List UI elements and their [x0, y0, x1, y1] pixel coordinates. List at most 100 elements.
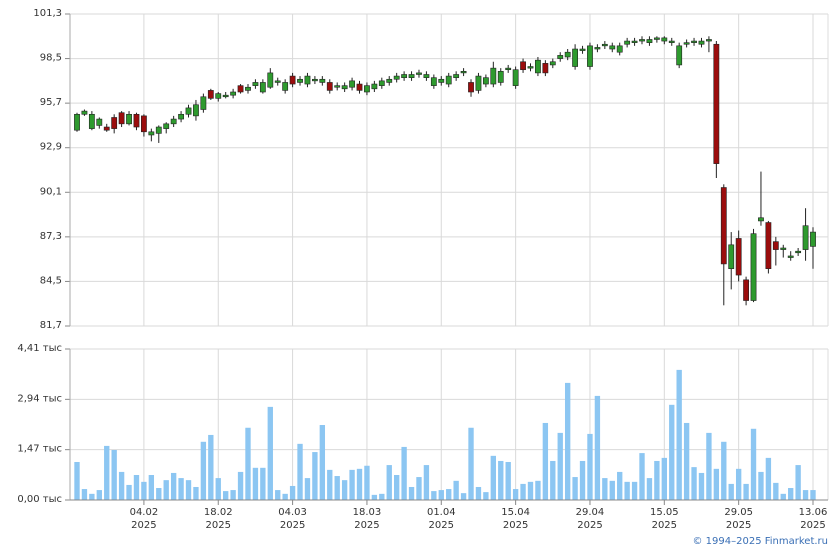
- volume-bar: [788, 488, 794, 500]
- volume-bar: [535, 480, 541, 500]
- volume-bar: [572, 477, 578, 500]
- candle-body: [148, 131, 155, 136]
- y-tick-label: 0,00 тыс: [17, 494, 62, 505]
- volume-bar: [319, 425, 326, 500]
- candle-body: [564, 51, 571, 58]
- x-tick-label: 2025: [577, 520, 602, 531]
- candle-body: [810, 231, 816, 247]
- volume-bar: [275, 490, 281, 500]
- candle-body: [103, 126, 110, 131]
- volume-bar: [594, 395, 601, 500]
- volume-bar: [713, 468, 720, 500]
- x-tick-label: 04.03: [278, 507, 307, 518]
- volume-bar: [312, 452, 318, 500]
- volume-bar: [631, 481, 638, 500]
- candle-body: [460, 71, 467, 74]
- candle-body: [438, 78, 445, 83]
- candle-body: [274, 80, 281, 83]
- volume-bar: [624, 481, 630, 500]
- volume-bar: [245, 427, 251, 500]
- candle-body: [289, 75, 296, 85]
- volume-bar: [208, 434, 214, 500]
- volume-bar: [252, 467, 259, 500]
- volume-bar: [141, 481, 147, 500]
- volume-bar: [185, 480, 192, 500]
- candle-body: [304, 75, 311, 85]
- volume-bar: [193, 486, 199, 500]
- volume-bar: [520, 483, 526, 500]
- volume-bar: [446, 489, 452, 500]
- x-tick-label: 2025: [131, 520, 156, 531]
- volume-bar: [602, 478, 608, 500]
- y-tick-label: 84,5: [40, 275, 62, 286]
- candle-body: [512, 69, 519, 86]
- candle-body: [88, 113, 95, 129]
- candle-body: [475, 75, 482, 91]
- volume-bar: [475, 486, 482, 500]
- candle-body: [676, 45, 683, 66]
- candle-body: [653, 37, 660, 40]
- candle-body: [245, 86, 251, 91]
- candle-body: [535, 59, 541, 74]
- candle-body: [780, 247, 787, 250]
- volume-bar: [156, 488, 162, 500]
- y-tick-label: 87,3: [40, 231, 62, 242]
- volume-bar: [334, 476, 340, 500]
- candle-body: [193, 104, 199, 117]
- candle-body: [207, 90, 214, 99]
- candle-body: [728, 244, 735, 269]
- volume-bar: [721, 441, 727, 500]
- volume-bar: [148, 475, 155, 500]
- volume-bar: [401, 446, 407, 500]
- x-tick-label: 18.02: [204, 507, 233, 518]
- candle-body: [141, 115, 147, 133]
- candle-body: [445, 75, 452, 85]
- candle-body: [572, 48, 579, 67]
- volume-bar: [661, 457, 667, 500]
- volume-bar: [460, 493, 467, 500]
- x-tick-label: 13.06: [799, 507, 828, 518]
- volume-bar: [408, 486, 415, 500]
- x-tick-label: 2025: [280, 520, 305, 531]
- volume-bar: [356, 468, 363, 500]
- x-tick-label: 2025: [652, 520, 677, 531]
- y-tick-label: 90,1: [40, 186, 62, 197]
- volume-bar: [758, 471, 764, 500]
- candle-body: [326, 82, 333, 91]
- volume-bar: [490, 455, 496, 500]
- volume-bar: [237, 471, 244, 500]
- candle-body: [802, 225, 809, 250]
- candle-body: [155, 126, 162, 134]
- candle-body: [579, 48, 586, 51]
- x-tick-label: 2025: [354, 520, 379, 531]
- volume-bar: [810, 490, 816, 500]
- candle-body: [557, 55, 564, 59]
- x-tick-label: 29.05: [724, 507, 753, 518]
- candle-body: [765, 222, 772, 269]
- volume-bar: [453, 480, 459, 500]
- candle-body: [713, 43, 720, 164]
- candle-body: [743, 279, 749, 301]
- candle-body: [74, 113, 80, 131]
- volume-bar: [260, 467, 266, 500]
- candle-body: [468, 82, 474, 93]
- candle-body: [341, 85, 348, 90]
- candle-body: [750, 233, 757, 301]
- volume-bar: [639, 453, 645, 500]
- candle-body: [371, 83, 378, 90]
- volume-bar: [750, 428, 757, 500]
- candle-body: [497, 71, 504, 83]
- volume-bar: [527, 481, 534, 500]
- volume-bar: [118, 471, 125, 500]
- candle-body: [364, 85, 370, 93]
- volume-bar: [111, 450, 117, 500]
- candle-body: [118, 112, 125, 125]
- candle-body: [505, 67, 512, 71]
- volume-bar: [780, 493, 786, 500]
- volume-bar: [223, 491, 229, 500]
- volume-bar: [416, 477, 422, 500]
- volume-bar: [505, 461, 511, 500]
- volume-bar: [698, 472, 705, 500]
- candle-body: [601, 43, 608, 47]
- candle-body: [386, 78, 393, 83]
